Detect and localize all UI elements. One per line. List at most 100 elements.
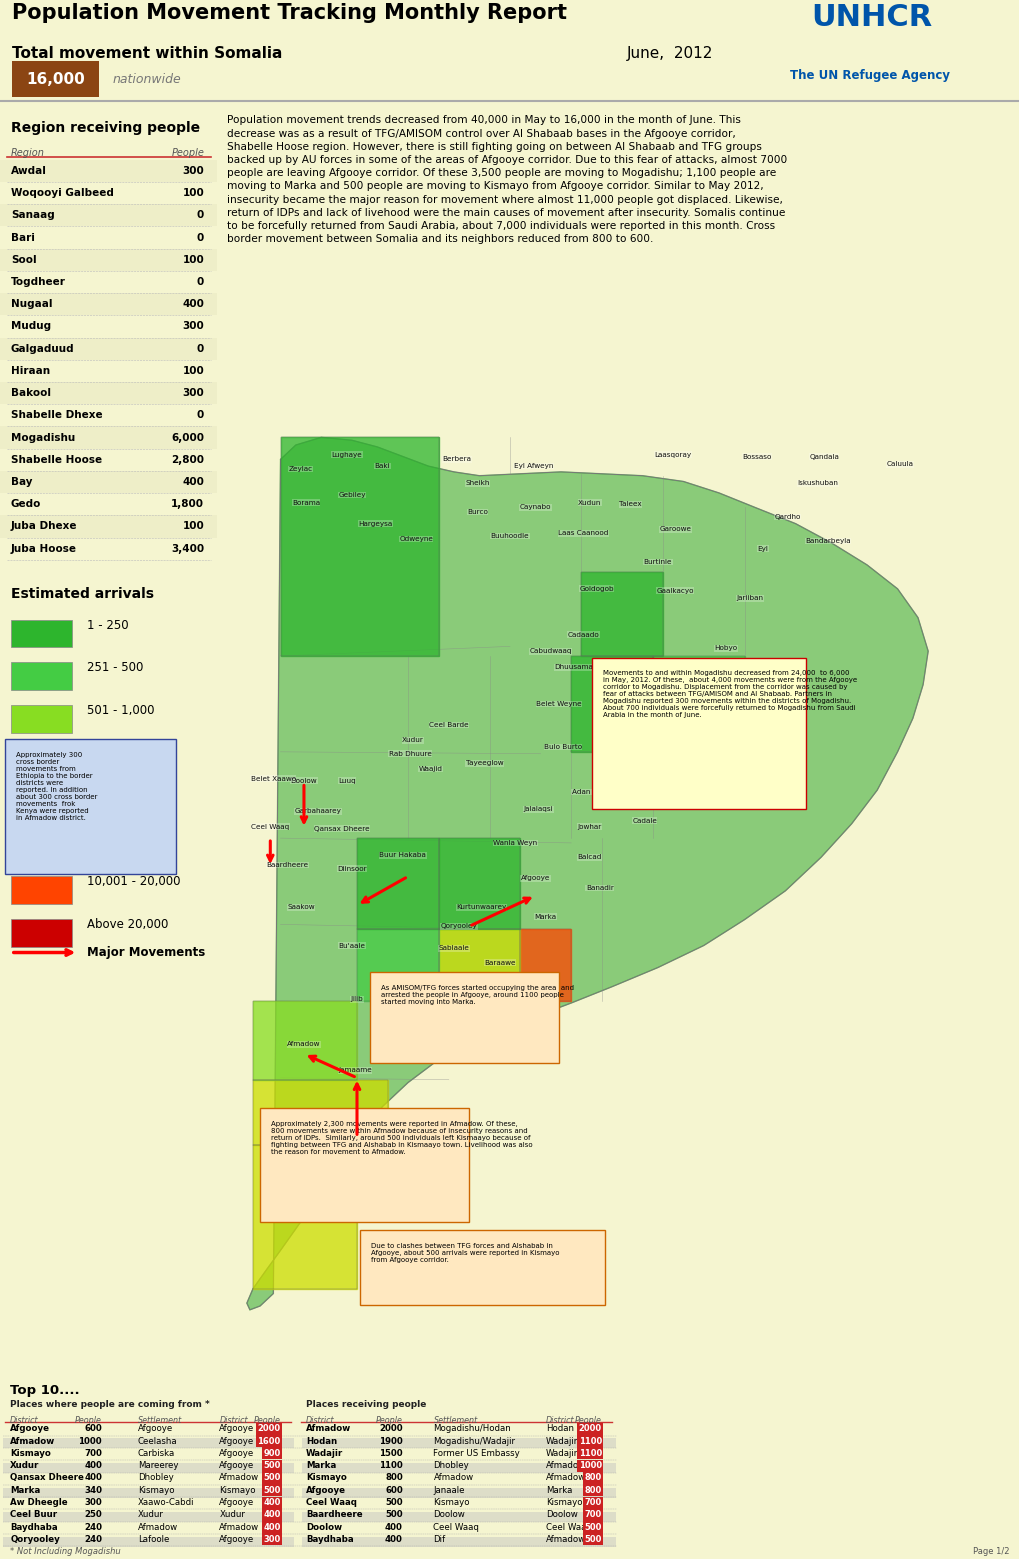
Text: Carbiska: Carbiska <box>138 1448 175 1458</box>
Text: 1 - 250: 1 - 250 <box>87 619 128 631</box>
Text: Caluula: Caluula <box>886 461 912 468</box>
Text: Baardheere: Baardheere <box>266 862 309 868</box>
FancyBboxPatch shape <box>11 663 71 691</box>
Text: Balcad: Balcad <box>577 854 601 861</box>
Text: Ceel Waaq: Ceel Waaq <box>306 1498 357 1508</box>
Text: Garoowe: Garoowe <box>658 527 691 532</box>
Text: People: People <box>376 1416 403 1425</box>
Text: Kismayo: Kismayo <box>306 1473 346 1483</box>
Text: Aw Dheegle: Aw Dheegle <box>10 1498 67 1508</box>
Text: Luuq: Luuq <box>337 778 356 784</box>
Text: Dhobley: Dhobley <box>433 1461 469 1470</box>
FancyBboxPatch shape <box>3 1439 293 1448</box>
FancyBboxPatch shape <box>5 739 176 873</box>
Text: 501 - 1,000: 501 - 1,000 <box>87 705 154 717</box>
FancyBboxPatch shape <box>302 1451 615 1461</box>
Text: Qoryooley: Qoryooley <box>10 1536 60 1543</box>
FancyBboxPatch shape <box>3 1525 293 1534</box>
Text: Cadaado: Cadaado <box>567 631 599 638</box>
Text: Jowhar: Jowhar <box>577 823 601 829</box>
Text: 600: 600 <box>385 1486 403 1495</box>
Text: Sheikh: Sheikh <box>465 480 489 486</box>
Text: Afmadow: Afmadow <box>433 1473 473 1483</box>
Text: Zeylac: Zeylac <box>288 466 313 472</box>
Text: 700: 700 <box>84 1448 102 1458</box>
Text: 100: 100 <box>182 189 204 198</box>
Text: 700: 700 <box>584 1498 601 1508</box>
Text: Xudur: Xudur <box>138 1511 163 1520</box>
Text: 240: 240 <box>84 1536 102 1543</box>
Text: Kurtunwaarey: Kurtunwaarey <box>455 904 506 910</box>
Text: 0: 0 <box>197 343 204 354</box>
Text: 1100: 1100 <box>379 1461 403 1470</box>
Text: Page 1/2: Page 1/2 <box>972 1547 1009 1556</box>
Text: 400: 400 <box>84 1461 102 1470</box>
FancyBboxPatch shape <box>3 1475 293 1486</box>
FancyBboxPatch shape <box>302 1462 615 1473</box>
Text: Burco: Burco <box>467 510 487 514</box>
Text: Juba Hoose: Juba Hoose <box>11 544 76 553</box>
Text: Ceel Waaq: Ceel Waaq <box>251 823 289 829</box>
FancyBboxPatch shape <box>302 1512 615 1522</box>
Text: 300: 300 <box>263 1536 280 1543</box>
FancyBboxPatch shape <box>0 427 217 449</box>
Text: 1000: 1000 <box>578 1461 601 1470</box>
FancyBboxPatch shape <box>0 516 217 538</box>
Text: 400: 400 <box>84 1473 102 1483</box>
Text: Goldogob: Goldogob <box>579 586 613 592</box>
FancyBboxPatch shape <box>302 1439 615 1448</box>
Text: Ceel Waaq: Ceel Waaq <box>433 1523 479 1531</box>
Text: 0: 0 <box>197 210 204 220</box>
Polygon shape <box>571 656 652 751</box>
Text: Population movement trends decreased from 40,000 in May to 16,000 in the month o: Population movement trends decreased fro… <box>227 115 787 245</box>
Text: 500: 500 <box>263 1461 280 1470</box>
Text: Baki: Baki <box>374 463 390 469</box>
Text: Laasqoray: Laasqoray <box>654 452 691 458</box>
Text: Doolow: Doolow <box>545 1511 577 1520</box>
Text: Approximately 2,300 movements were reported in Afmadow. Of these,
800 movements : Approximately 2,300 movements were repor… <box>271 1121 532 1155</box>
Text: 251 - 500: 251 - 500 <box>87 661 143 675</box>
Text: Bossaso: Bossaso <box>742 454 770 460</box>
Text: Xudun: Xudun <box>578 499 600 505</box>
Text: Kismayo: Kismayo <box>339 1135 370 1140</box>
Text: 1100: 1100 <box>578 1436 601 1445</box>
Text: Adan Yabaal: Adan Yabaal <box>572 789 614 795</box>
Text: Gedo: Gedo <box>11 499 41 510</box>
Text: 2000: 2000 <box>379 1425 403 1433</box>
Text: Dif: Dif <box>433 1536 445 1543</box>
Text: June,  2012: June, 2012 <box>627 45 713 61</box>
Text: Xudur: Xudur <box>401 737 424 744</box>
Polygon shape <box>357 839 438 929</box>
FancyBboxPatch shape <box>370 973 558 1063</box>
Text: 340: 340 <box>84 1486 102 1495</box>
Text: Above 20,000: Above 20,000 <box>87 918 168 931</box>
Polygon shape <box>280 438 438 656</box>
Text: Awdal: Awdal <box>11 165 47 176</box>
Text: 400: 400 <box>182 477 204 486</box>
Text: 400: 400 <box>384 1523 403 1531</box>
Text: Afmadow: Afmadow <box>219 1523 259 1531</box>
Text: Qardho: Qardho <box>773 514 800 519</box>
Text: 1,001 - 2,500: 1,001 - 2,500 <box>87 747 165 759</box>
Text: 5,001 - 10,000: 5,001 - 10,000 <box>87 833 173 845</box>
Text: Marka: Marka <box>534 914 556 920</box>
Text: Hodan: Hodan <box>306 1436 337 1445</box>
Text: * Not Including Mogadishu: * Not Including Mogadishu <box>10 1547 120 1556</box>
Text: Bu'aale: Bu'aale <box>338 943 365 948</box>
Polygon shape <box>520 929 571 1001</box>
Text: Bandarbeyla: Bandarbeyla <box>805 538 850 544</box>
Polygon shape <box>253 1080 387 1144</box>
Text: Afmadow: Afmadow <box>138 1523 177 1531</box>
Text: Afgooye: Afgooye <box>219 1498 255 1508</box>
Text: Rab Dhuure: Rab Dhuure <box>388 751 431 756</box>
Text: Afmadow: Afmadow <box>219 1473 259 1483</box>
Text: People: People <box>75 1416 102 1425</box>
FancyBboxPatch shape <box>0 204 217 226</box>
FancyBboxPatch shape <box>591 658 805 809</box>
Text: 6,000: 6,000 <box>171 432 204 443</box>
Text: Ceel Dheer: Ceel Dheer <box>647 751 688 756</box>
Text: 1500: 1500 <box>379 1448 403 1458</box>
Text: Hodan: Hodan <box>545 1425 573 1433</box>
Text: UNHCR: UNHCR <box>810 3 931 33</box>
Text: Belet Xaawo: Belet Xaawo <box>251 776 296 781</box>
